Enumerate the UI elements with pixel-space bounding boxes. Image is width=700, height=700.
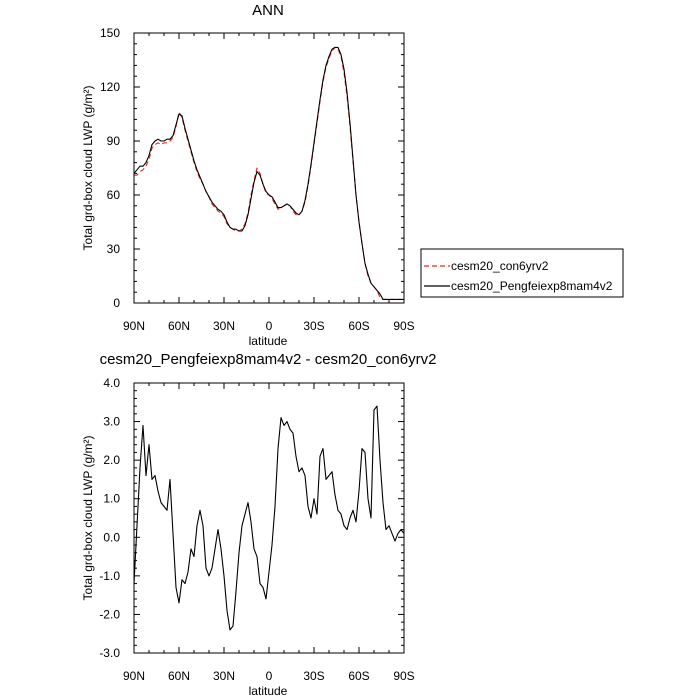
y-tick-label: -3.0 (99, 646, 120, 660)
x-tick-label: 90S (393, 669, 414, 683)
x-tick-label: 30S (303, 319, 324, 333)
y-tick-label: 3.0 (103, 415, 120, 429)
top-chart-frame (133, 32, 405, 304)
top-y-axis-label: Total grd-box cloud LWP (g/m²) (81, 86, 95, 251)
y-tick-label: 120 (100, 80, 120, 94)
legend-box (420, 248, 624, 298)
legend-label-pengfeiexp8mam4v2: cesm20_Pengfeiexp8mam4v2 (451, 279, 613, 293)
legend: cesm20_con6yrv2 cesm20_Pengfeiexp8mam4v2 (420, 248, 624, 298)
series-line-cesm20-con6yrv2 (134, 46, 404, 300)
top-chart: ANN 90N 60N 30N 0 30S 60S 90S 0 30 60 90 120 150 la… (81, 2, 624, 348)
series-line-difference (133, 405, 405, 631)
x-tick-label: 30S (303, 669, 324, 683)
y-tick-label: 1.0 (103, 492, 120, 506)
y-tick-label: 2.0 (103, 453, 120, 467)
x-tick-label: 60N (168, 319, 190, 333)
x-tick-label: 90N (123, 319, 145, 333)
bottom-chart-ticks (133, 382, 405, 654)
x-tick-label: 0 (266, 669, 273, 683)
bottom-chart-series (133, 405, 405, 631)
x-tick-label: 90N (123, 669, 145, 683)
bottom-chart-title: cesm20_Pengfeiexp8mam4v2 - cesm20_con6yr… (100, 351, 437, 368)
x-tick-label: 60N (168, 669, 190, 683)
x-tick-label: 90S (393, 319, 414, 333)
top-chart-title: ANN (252, 2, 284, 19)
x-tick-label: 30N (213, 319, 235, 333)
y-tick-label: 0.0 (103, 530, 120, 544)
top-y-tick-labels: 0 30 60 90 120 150 (100, 26, 120, 310)
y-tick-label: 60 (107, 188, 121, 202)
y-tick-label: 0 (113, 296, 120, 310)
x-tick-label: 60S (348, 669, 369, 683)
y-tick-label: 90 (107, 134, 121, 148)
bottom-x-axis-label: latitude (249, 684, 288, 698)
bottom-chart: cesm20_Pengfeiexp8mam4v2 - cesm20_con6yr… (81, 351, 436, 698)
top-chart-ticks (133, 32, 405, 304)
top-chart-series (133, 46, 404, 300)
bottom-chart-frame (133, 382, 405, 654)
y-tick-label: 4.0 (103, 376, 120, 390)
top-x-tick-labels: 90N 60N 30N 0 30S 60S 90S (123, 319, 415, 333)
y-tick-label: 30 (107, 242, 121, 256)
x-tick-label: 30N (213, 669, 235, 683)
y-tick-label: -2.0 (99, 607, 120, 621)
series-line-cesm20-pengfeiexp8mam4v2 (133, 46, 404, 300)
legend-label-con6yrv2: cesm20_con6yrv2 (451, 259, 549, 273)
bottom-y-axis-label: Total grd-box cloud LWP (g/m²) (81, 436, 95, 601)
bottom-y-tick-labels: -3.0 -2.0 -1.0 0.0 1.0 2.0 3.0 4.0 (99, 376, 120, 660)
y-tick-label: 150 (100, 26, 120, 40)
top-x-axis-label: latitude (249, 334, 288, 348)
x-tick-label: 0 (266, 319, 273, 333)
bottom-x-tick-labels: 90N 60N 30N 0 30S 60S 90S (123, 669, 415, 683)
y-tick-label: -1.0 (99, 569, 120, 583)
x-tick-label: 60S (348, 319, 369, 333)
